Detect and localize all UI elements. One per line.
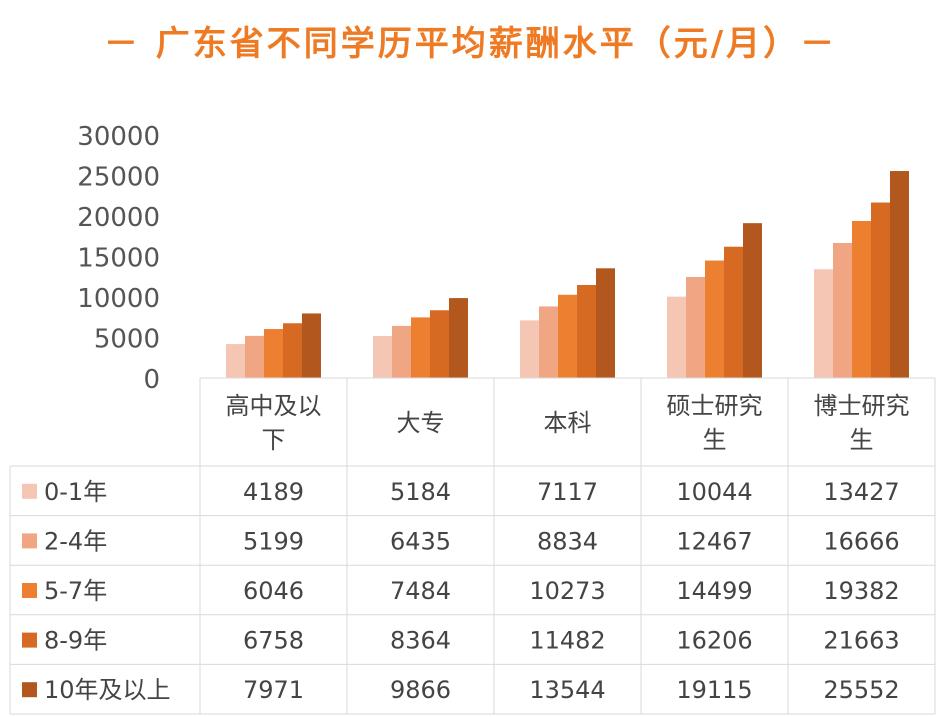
legend-label: 5-7年 [44,577,107,605]
bar-本科-8-9年 [577,284,596,378]
bar-本科-5-7年 [558,294,577,378]
bar-博士研究生-10年及以上 [890,171,909,378]
data-label: 5199 [243,527,304,555]
data-label: 10273 [529,577,605,605]
data-label: 8834 [537,527,598,555]
data-label: 16206 [676,627,752,655]
data-label: 11482 [529,627,605,655]
legend-swatch [22,533,37,549]
bar-本科-0-1年 [520,320,539,378]
bar-大专-8-9年 [430,310,449,378]
bar-博士研究生-0-1年 [814,269,833,378]
data-label: 7484 [390,577,451,605]
data-label: 7117 [537,478,598,506]
bar-硕士研究生-5-7年 [705,260,724,378]
data-label: 7971 [243,676,304,704]
data-label: 4189 [243,478,304,506]
x-category-text: 本科 [544,409,592,437]
data-label: 9866 [390,676,451,704]
legend-label: 0-1年 [44,478,107,506]
x-category-text: 博士研究 [814,392,910,420]
x-category-label: 本科 [544,409,592,437]
x-category-text: 生 [703,426,727,454]
x-category-label: 大专 [397,409,445,437]
bar-硕士研究生-10年及以上 [743,223,762,378]
chart-title: － 广东省不同学历平均薪酬水平（元/月）－ [103,24,838,64]
bar-博士研究生-8-9年 [871,202,890,378]
bar-本科-10年及以上 [596,268,615,378]
bar-本科-2-4年 [539,306,558,378]
x-category-text: 大专 [397,409,445,437]
bar-高中及以下-10年及以上 [302,313,321,378]
bar-博士研究生-5-7年 [852,221,871,378]
data-table-grid [9,377,936,715]
data-label: 25552 [823,676,899,704]
bar-硕士研究生-2-4年 [686,277,705,378]
legend-swatch [22,483,37,499]
legend-swatch [22,583,37,598]
legend-swatch [22,632,37,648]
y-tick-label: 25000 [77,163,160,193]
bars [226,171,909,378]
bar-高中及以下-2-4年 [245,335,264,378]
bar-硕士研究生-8-9年 [724,246,743,378]
data-label: 6435 [390,527,451,555]
y-tick-label: 0 [143,365,160,395]
data-label: 21663 [823,627,899,655]
y-tick-label: 5000 [94,325,160,355]
x-category-text: 下 [262,426,286,454]
legend-label: 8-9年 [44,627,107,655]
data-label: 8364 [390,627,451,655]
bar-高中及以下-0-1年 [226,344,245,378]
bar-大专-0-1年 [373,336,392,378]
y-tick-label: 30000 [77,122,160,152]
bar-大专-2-4年 [392,325,411,378]
data-label: 6046 [243,577,304,605]
bar-硕士研究生-0-1年 [667,296,686,378]
data-label: 19382 [823,577,899,605]
bar-大专-10年及以上 [449,298,468,378]
x-category-text: 生 [850,426,874,454]
data-label: 12467 [676,527,752,555]
legend-swatch [22,682,37,698]
y-axis: 30000 25000 20000 15000 10000 5000 0 [77,122,160,395]
data-label: 13427 [823,478,899,506]
bar-高中及以下-5-7年 [264,329,283,378]
data-label: 13544 [529,676,605,704]
y-tick-label: 10000 [77,284,160,314]
data-label: 10044 [676,478,752,506]
x-category-text: 硕士研究 [667,392,763,420]
y-tick-label: 15000 [77,244,160,274]
bar-大专-5-7年 [411,317,430,378]
bar-高中及以下-8-9年 [283,323,302,378]
bar-博士研究生-2-4年 [833,243,852,378]
data-label: 14499 [676,577,752,605]
data-label: 5184 [390,478,451,506]
data-label: 19115 [676,676,752,704]
legend-label: 10年及以上 [44,676,171,704]
x-category-text: 高中及以 [226,392,322,420]
y-tick-label: 20000 [77,203,160,233]
data-label: 6758 [243,627,304,655]
legend-label: 2-4年 [44,527,107,555]
data-label: 16666 [823,527,899,555]
